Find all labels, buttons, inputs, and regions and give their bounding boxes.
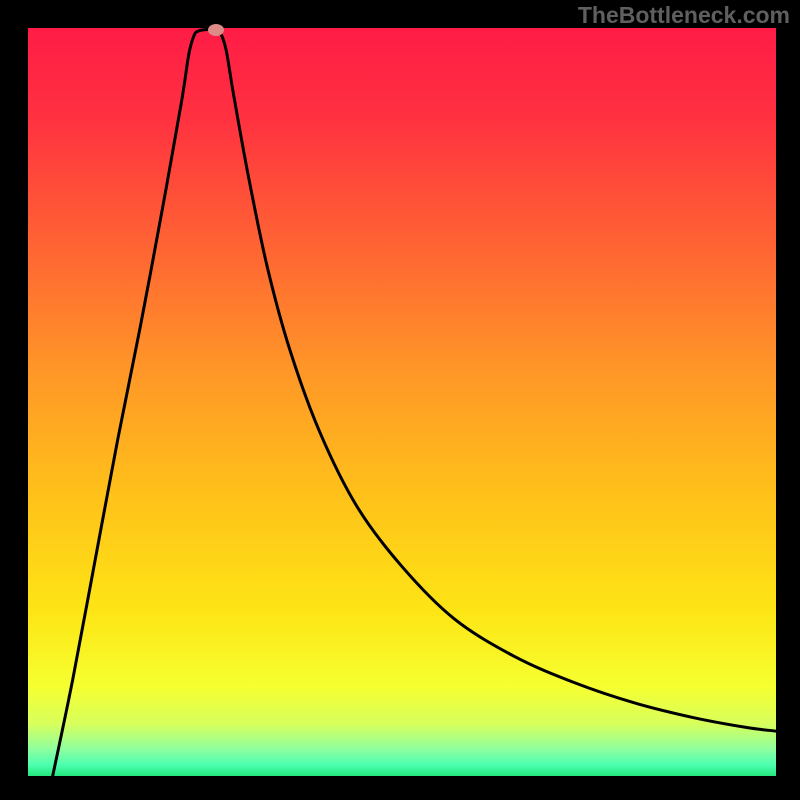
chart-container: TheBottleneck.com — [0, 0, 800, 800]
bottleneck-curve — [53, 29, 776, 776]
plot-area — [28, 28, 776, 776]
optimal-point-marker — [208, 24, 224, 36]
curve-layer — [28, 28, 776, 776]
watermark-text: TheBottleneck.com — [578, 2, 790, 29]
